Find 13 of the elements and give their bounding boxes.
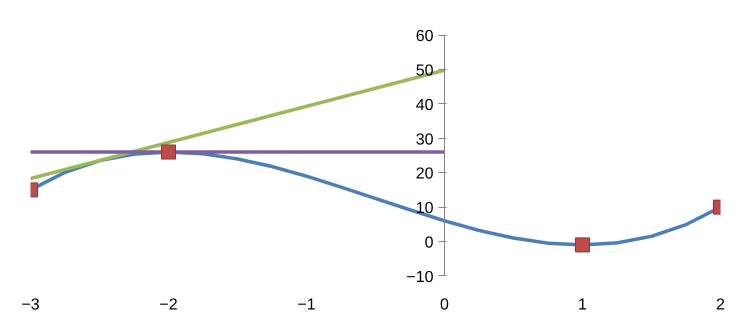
y-tick-label: 20 (416, 166, 434, 183)
y-tick-label: 60 (416, 28, 434, 46)
y-tick-label: 0 (424, 234, 434, 252)
y-tick-label: −10 (406, 268, 434, 286)
x-tick-label: −3 (21, 296, 40, 314)
y-tick-label: 40 (416, 96, 434, 114)
x-tick-label: −2 (159, 296, 178, 314)
x-tick-label: −1 (297, 296, 316, 314)
y-tick-label: 30 (416, 131, 434, 148)
x-tick-label: 2 (716, 296, 726, 314)
x-tick-label: 0 (440, 296, 450, 314)
x-tick-label: 1 (578, 296, 588, 314)
y-tick-label: 10 (416, 200, 434, 218)
